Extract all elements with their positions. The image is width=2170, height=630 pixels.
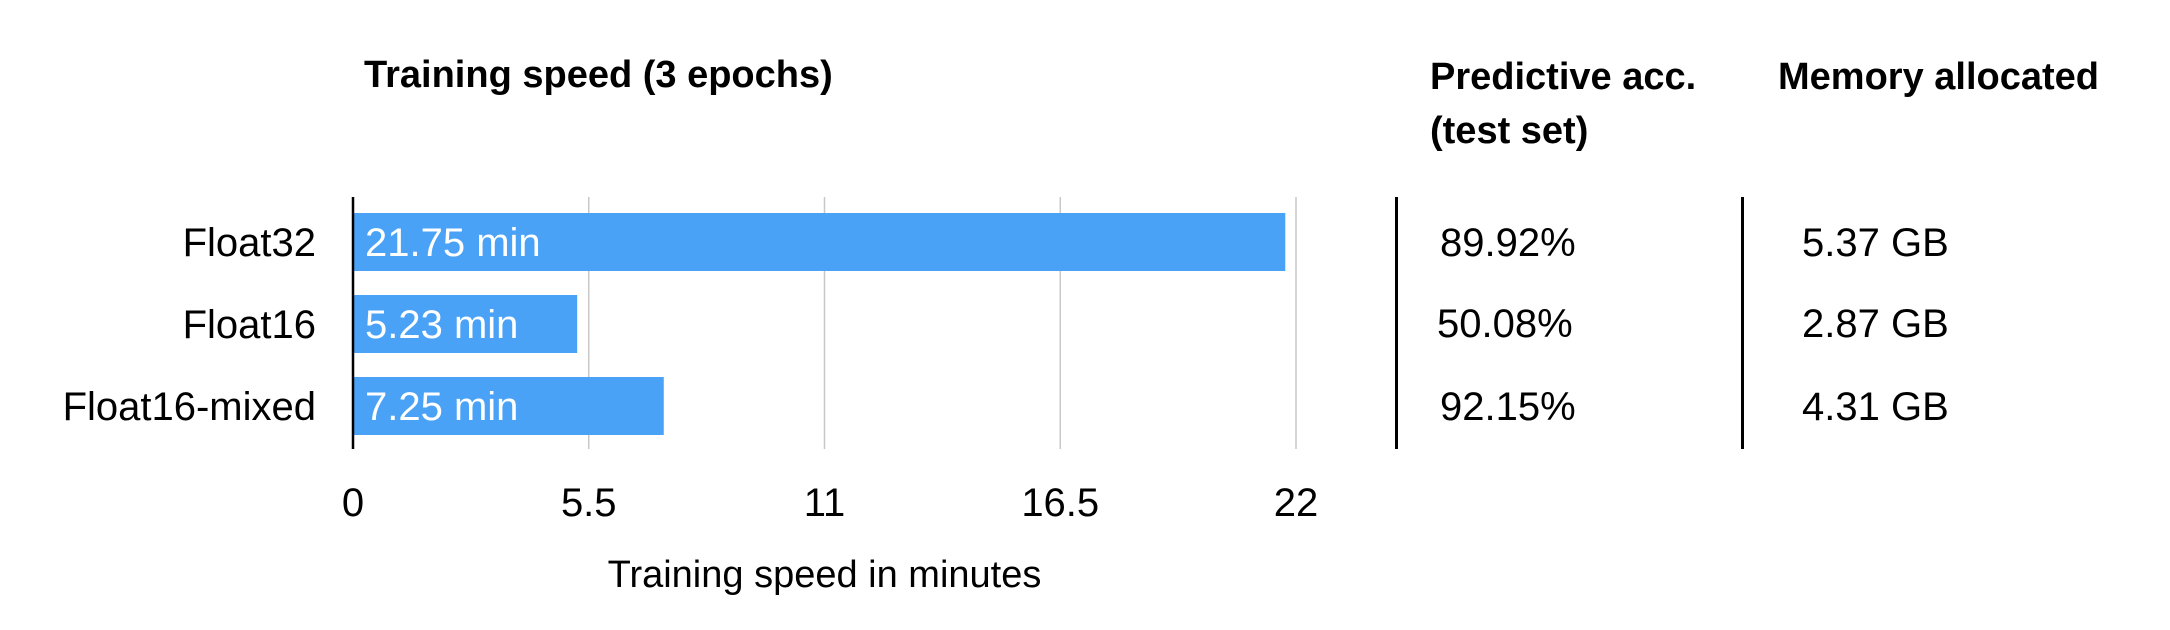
memory-header: Memory allocated xyxy=(1778,56,2099,98)
memory-value-float16-mixed: 4.31 GB xyxy=(1802,385,1949,429)
x-tick-label: 22 xyxy=(1274,481,1319,525)
bar-float16-mixed xyxy=(353,377,664,435)
x-axis-title: Training speed in minutes xyxy=(608,554,1042,596)
category-label: Float16 xyxy=(183,303,316,347)
data-label: 7.25 min xyxy=(365,385,518,429)
accuracy-header-line1: Predictive acc. xyxy=(1430,56,1697,98)
memory-value-float32: 5.37 GB xyxy=(1802,221,1949,265)
accuracy-value-float16: 50.08% xyxy=(1437,302,1573,346)
accuracy-column-divider xyxy=(1395,197,1398,449)
bar-chart: 21.75 min 5.23 min 7.25 min Float32 Float16 F… xyxy=(63,197,1319,596)
category-label: Float16-mixed xyxy=(63,385,316,429)
data-label: 5.23 min xyxy=(365,303,518,347)
x-tick-label: 5.5 xyxy=(561,481,617,525)
category-label: Float32 xyxy=(183,221,316,265)
accuracy-value-float32: 89.92% xyxy=(1440,221,1576,265)
bar-float16 xyxy=(353,295,578,353)
memory-value-float16: 2.87 GB xyxy=(1802,302,1949,346)
bar-float32 xyxy=(353,213,1286,271)
chart-title: Training speed (3 epochs) xyxy=(364,54,833,96)
accuracy-value-float16-mixed: 92.15% xyxy=(1440,385,1576,429)
accuracy-header-line2: (test set) xyxy=(1430,110,1589,152)
x-tick-label: 0 xyxy=(342,481,364,525)
memory-column-divider xyxy=(1741,197,1744,449)
data-label: 21.75 min xyxy=(365,221,541,265)
x-tick-label: 11 xyxy=(804,481,846,525)
x-tick-label: 16.5 xyxy=(1021,481,1099,525)
